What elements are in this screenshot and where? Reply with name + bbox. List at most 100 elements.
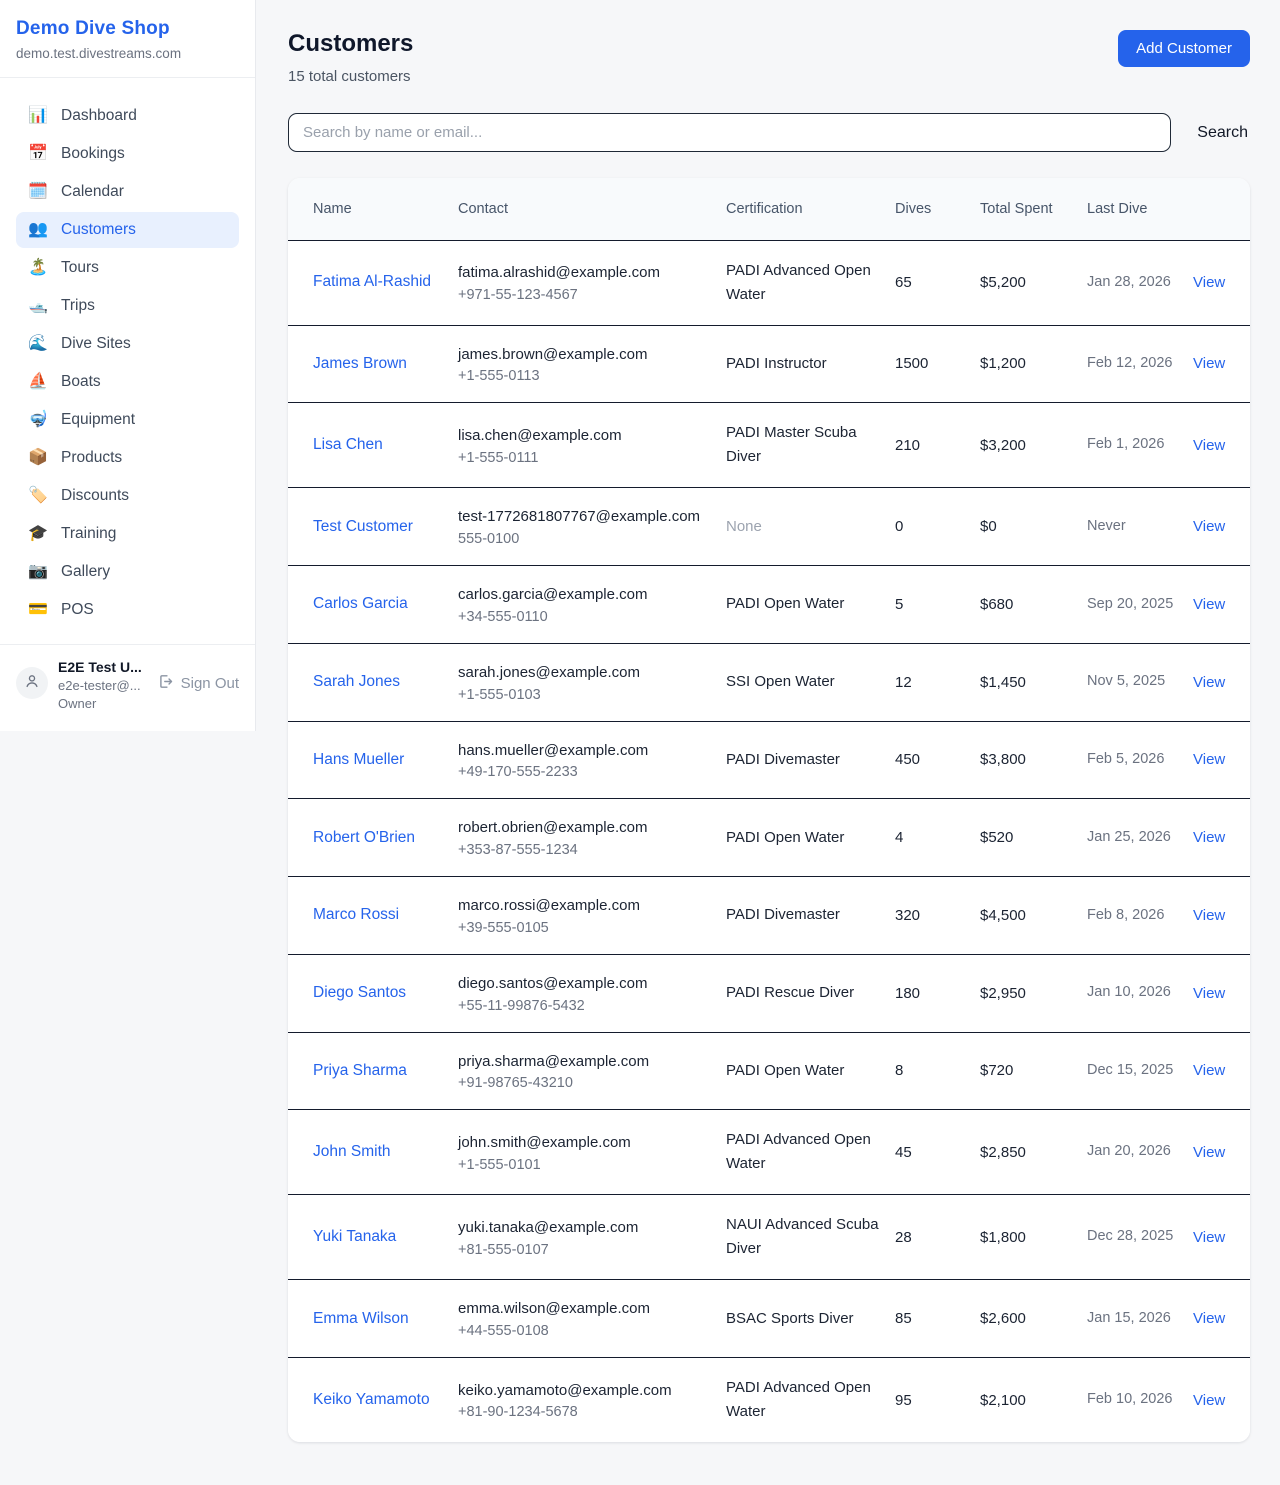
column-header: Total Spent [980,178,1087,241]
name-cell: Robert O'Brien [288,798,458,877]
certification-cell: NAUI Advanced Scuba Diver [726,1194,895,1281]
sidebar-item-label: Gallery [61,563,111,580]
action-cell: View [1193,325,1250,404]
name-cell: Marco Rossi [288,876,458,955]
sidebar-item-products[interactable]: 📦 Products [16,440,239,476]
dives-cell: 85 [895,1279,980,1358]
certification-value: BSAC Sports Diver [726,1309,854,1327]
column-header: Contact [458,178,726,241]
contact-cell: hans.mueller@example.com +49-170-555-223… [458,721,726,800]
total-spent-cell: $520 [980,798,1087,877]
search-input[interactable] [288,113,1172,152]
customer-email: yuki.tanaka@example.com [458,1218,639,1236]
name-cell: James Brown [288,325,458,404]
last-dive-cell: Feb 5, 2026 [1087,721,1193,800]
customer-name-link[interactable]: James Brown [313,354,407,372]
customer-name-link[interactable]: Yuki Tanaka [313,1228,397,1246]
add-customer-button[interactable]: Add Customer [1118,30,1250,67]
sidebar-item-boats[interactable]: ⛵ Boats [16,364,239,400]
sidebar-item-dashboard[interactable]: 📊 Dashboard [16,98,239,134]
view-link[interactable]: View [1193,906,1226,924]
action-cell: View [1193,1032,1250,1111]
total-spent-cell: $2,600 [980,1279,1087,1358]
dives-cell: 8 [895,1032,980,1111]
diving-mask-icon: 🤿 [28,411,48,428]
total-spent-value: $2,600 [980,1310,1026,1328]
sidebar-nav: 📊 Dashboard 📅 Bookings 🗓️ Calendar 👥 Customers 🏝… [0,78,255,644]
view-link[interactable]: View [1193,751,1226,769]
view-link[interactable]: View [1193,1143,1226,1161]
sidebar-item-gallery[interactable]: 📷 Gallery [16,554,239,590]
sidebar-item-bookings[interactable]: 📅 Bookings [16,136,239,172]
dives-cell: 210 [895,402,980,489]
total-spent-cell: $0 [980,487,1087,566]
last-dive-value: Dec 28, 2025 [1087,1228,1174,1245]
table-row: Emma Wilson emma.wilson@example.com +44-… [288,1279,1250,1358]
sidebar-item-calendar[interactable]: 🗓️ Calendar [16,174,239,210]
view-link[interactable]: View [1193,595,1226,613]
customer-name-link[interactable]: Emma Wilson [313,1309,409,1327]
total-spent-value: $1,450 [980,673,1026,691]
view-link[interactable]: View [1193,984,1226,1002]
view-link[interactable]: View [1193,274,1226,291]
last-dive-cell: Never [1087,487,1193,566]
bar-chart-icon: 📊 [28,107,48,124]
last-dive-cell: Feb 12, 2026 [1087,325,1193,404]
view-link[interactable]: View [1193,355,1226,373]
view-link[interactable]: View [1193,1062,1226,1080]
sign-out-button[interactable]: Sign Out [157,673,239,694]
customer-name-link[interactable]: Keiko Yamamoto [313,1390,430,1408]
dives-value: 450 [895,751,921,769]
customer-name-link[interactable]: Diego Santos [313,984,407,1002]
customer-phone: +81-90-1234-5678 [458,1404,578,1421]
customer-name-link[interactable]: Lisa Chen [313,436,383,454]
certification-cell: PADI Advanced Open Water [726,1357,895,1442]
customer-name-link[interactable]: Carlos Garcia [313,595,408,613]
view-link[interactable]: View [1193,518,1226,536]
certification-value: PADI Master Scuba Diver [726,424,857,466]
last-dive-cell: Dec 15, 2025 [1087,1032,1193,1111]
user-role: Owner [58,696,97,711]
last-dive-cell: Jan 25, 2026 [1087,798,1193,877]
customer-name-link[interactable]: Hans Mueller [313,750,405,768]
total-spent-value: $520 [980,829,1014,847]
action-cell: View [1193,876,1250,955]
total-spent-value: $3,200 [980,436,1026,454]
customer-name-link[interactable]: John Smith [313,1143,391,1161]
sidebar-item-tours[interactable]: 🏝️ Tours [16,250,239,286]
customer-name-link[interactable]: Fatima Al-Rashid [313,273,432,291]
sidebar-item-label: Dashboard [61,107,137,124]
sidebar-item-label: Bookings [61,145,125,162]
sidebar-item-label: Dive Sites [61,335,131,352]
customer-name-link[interactable]: Marco Rossi [313,906,400,924]
sidebar-item-trips[interactable]: 🛥️ Trips [16,288,239,324]
sidebar-item-label: Customers [61,221,136,238]
search-button[interactable]: Search [1195,118,1250,148]
customer-phone: +1-555-0101 [458,1156,541,1173]
view-link[interactable]: View [1193,673,1226,691]
sidebar-item-pos[interactable]: 💳 POS [16,592,239,628]
sidebar-item-discounts[interactable]: 🏷️ Discounts [16,478,239,514]
name-cell: Priya Sharma [288,1032,458,1111]
view-link[interactable]: View [1193,829,1226,847]
view-link[interactable]: View [1193,1228,1226,1246]
sidebar-item-dive-sites[interactable]: 🌊 Dive Sites [16,326,239,362]
sidebar-item-equipment[interactable]: 🤿 Equipment [16,402,239,438]
customer-name-link[interactable]: Priya Sharma [313,1061,407,1079]
last-dive-value: Feb 10, 2026 [1087,1391,1173,1408]
total-spent-cell: $5,200 [980,240,1087,326]
dives-value: 65 [895,274,912,291]
sidebar-item-training[interactable]: 🎓 Training [16,516,239,552]
view-link[interactable]: View [1193,1391,1226,1409]
credit-card-icon: 💳 [28,601,48,618]
view-link[interactable]: View [1193,436,1226,454]
customer-name-link[interactable]: Robert O'Brien [313,828,416,846]
contact-cell: marco.rossi@example.com +39-555-0105 [458,876,726,955]
last-dive-cell: Jan 28, 2026 [1087,240,1193,326]
view-link[interactable]: View [1193,1310,1226,1328]
sidebar-item-customers[interactable]: 👥 Customers [16,212,239,248]
total-spent-value: $2,100 [980,1391,1026,1409]
customer-name-link[interactable]: Sarah Jones [313,673,401,691]
customer-name-link[interactable]: Test Customer [313,517,413,535]
total-spent-value: $5,200 [980,274,1026,291]
